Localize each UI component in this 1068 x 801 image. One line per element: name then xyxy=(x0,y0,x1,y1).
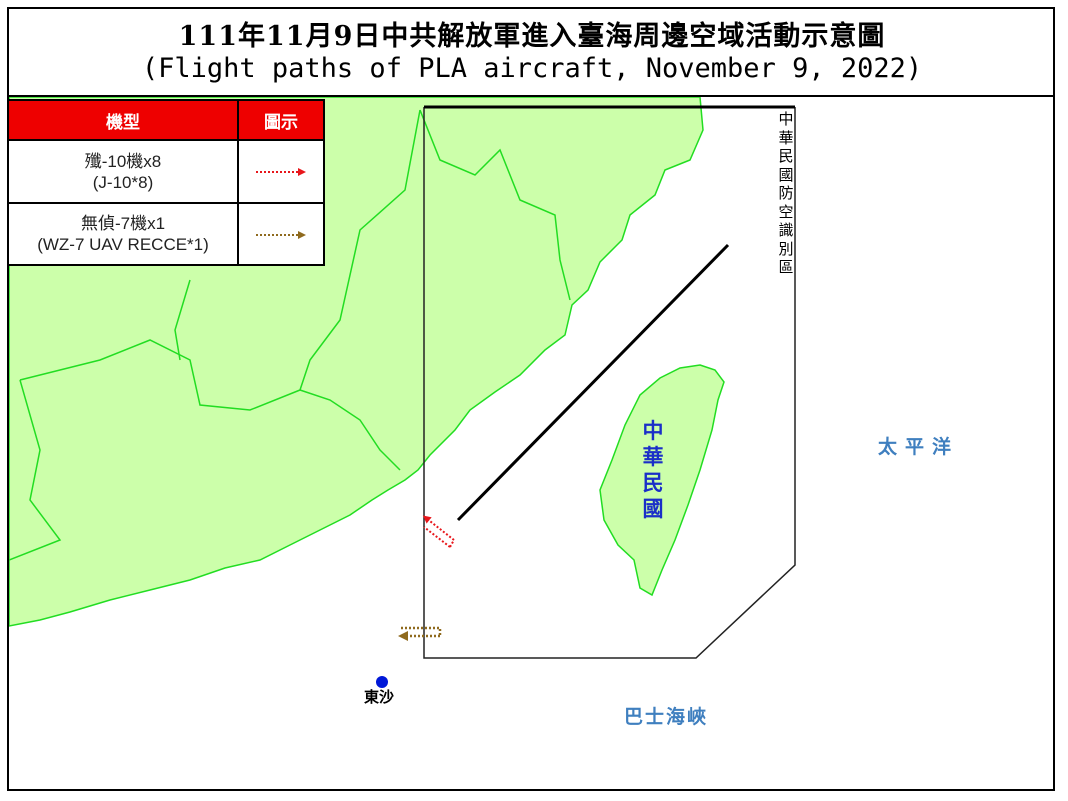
median-line xyxy=(456,243,730,522)
title-bar: 111年11月9日中共解放軍進入臺海周邊空域活動示意圖 (Flight path… xyxy=(9,9,1055,97)
map-frame xyxy=(7,7,1055,791)
dongsha-dot xyxy=(376,676,388,688)
adiz-label: 中華民國防空識別區 xyxy=(778,110,794,276)
bashi-channel-label: 巴士海峽 xyxy=(624,706,709,728)
legend-header-icon: 圖示 xyxy=(237,99,325,141)
legend-wz7-zh: 無偵-7機x1 xyxy=(80,214,166,233)
legend-row-wz7: 無偵-7機x1 (WZ-7 UAV RECCE*1) xyxy=(7,202,239,266)
pacific-ocean-label: 太平洋 xyxy=(878,436,960,458)
title-english: (Flight paths of PLA aircraft, November … xyxy=(141,53,923,84)
legend-row-j10: 殲-10機x8 (J-10*8) xyxy=(7,139,239,204)
legend-header-type: 機型 xyxy=(7,99,239,141)
dotted-arrow-brown-icon xyxy=(256,230,306,239)
province-borders xyxy=(9,109,571,561)
taiwan-island xyxy=(599,364,725,597)
dongsha-label: 東沙 xyxy=(364,688,395,706)
legend-wz7-en: (WZ-7 UAV RECCE*1) xyxy=(37,235,209,254)
dotted-arrow-red-icon xyxy=(256,168,306,176)
wz7-flight-path xyxy=(398,626,442,641)
legend-j10-en: (J-10*8) xyxy=(92,172,154,192)
adiz-boundary xyxy=(423,107,796,659)
legend-j10-zh: 殲-10機x8 xyxy=(84,151,162,171)
legend-table: 機型 圖示 殲-10機x8 (J-10*8) 無偵-7機x1 (WZ-7 UAV… xyxy=(7,99,325,266)
legend-wz7-icon xyxy=(237,202,325,266)
title-chinese: 111年11月9日中共解放軍進入臺海周邊空域活動示意圖 xyxy=(178,21,886,52)
legend-j10-icon xyxy=(237,139,325,204)
taiwan-label: 中華民國 xyxy=(642,418,664,521)
j10-flight-path xyxy=(422,515,455,548)
